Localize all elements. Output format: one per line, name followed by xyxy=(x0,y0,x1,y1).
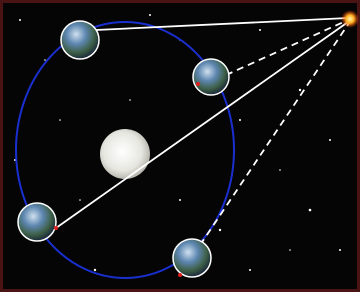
star-dot xyxy=(179,199,181,201)
star-dot xyxy=(129,99,131,101)
star-dot xyxy=(59,119,61,121)
star-dot xyxy=(79,199,81,201)
star-dot xyxy=(239,119,241,121)
star-dot xyxy=(289,249,291,251)
observer-point xyxy=(196,82,200,86)
earth xyxy=(193,59,229,95)
star-dot xyxy=(44,59,46,61)
earth xyxy=(61,21,99,59)
star-dot xyxy=(309,209,312,212)
star-dot xyxy=(279,169,281,171)
star-dot xyxy=(329,139,331,141)
star-dot xyxy=(219,229,221,231)
star-dot xyxy=(339,249,341,251)
star-dot xyxy=(149,14,151,16)
observer-point xyxy=(178,273,182,277)
diagram xyxy=(0,0,360,292)
star-dot xyxy=(299,89,301,91)
observer-point xyxy=(54,226,58,230)
earth xyxy=(173,239,211,277)
sun xyxy=(100,129,150,179)
distant-star xyxy=(341,10,359,28)
star-dot xyxy=(249,269,251,271)
earth xyxy=(18,203,56,241)
page: (() => { const data = JSON.parse(documen… xyxy=(0,0,360,292)
star-dot xyxy=(94,269,96,271)
star-dot xyxy=(259,29,261,31)
star-dot xyxy=(19,19,21,21)
